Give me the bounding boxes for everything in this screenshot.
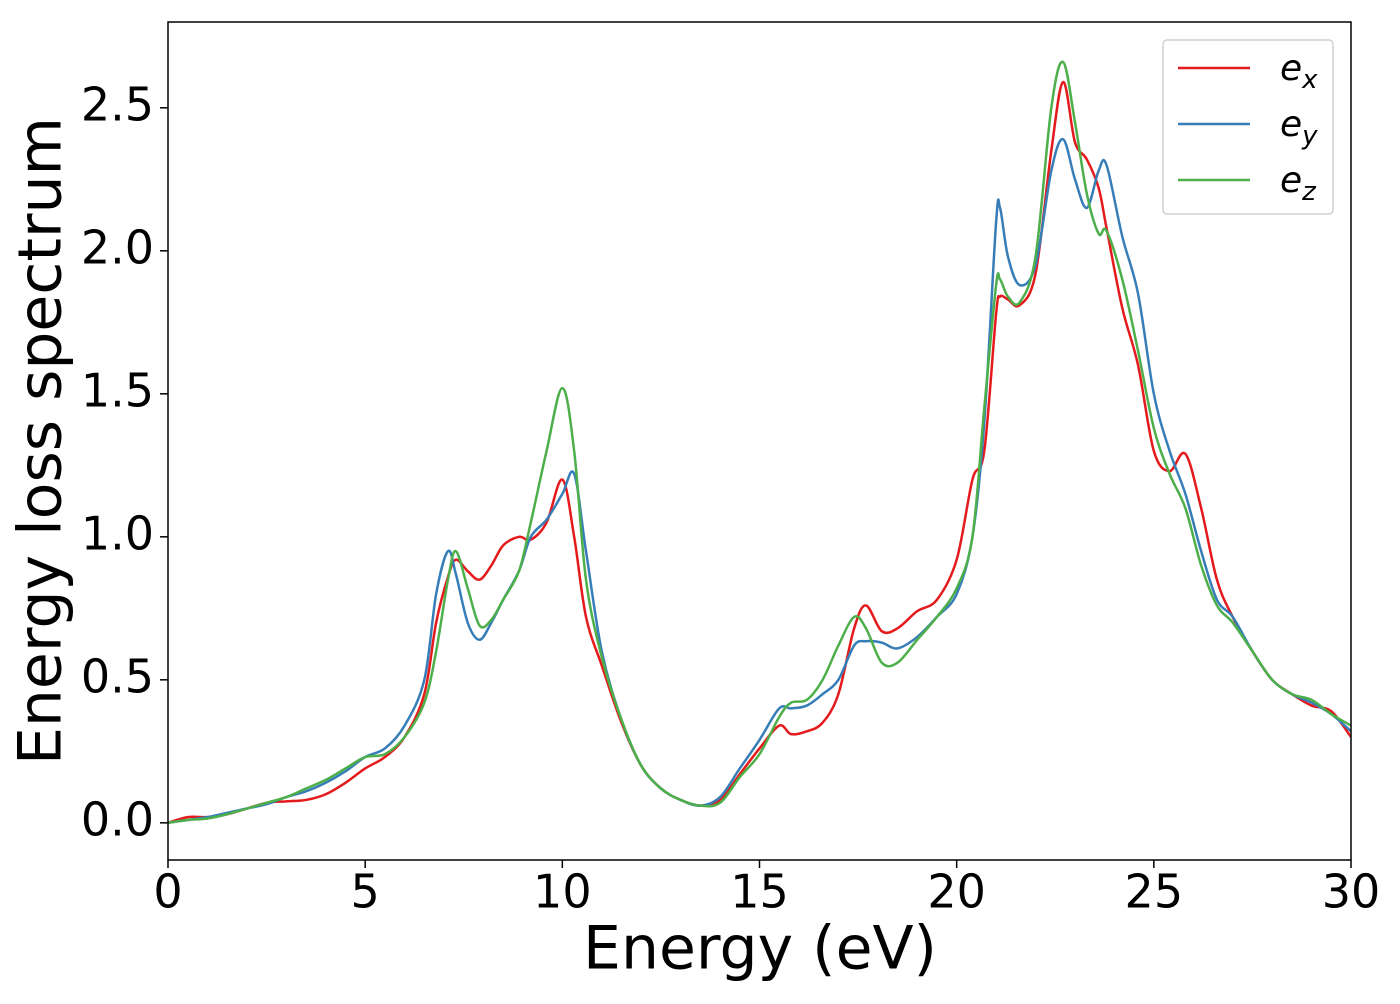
legend-label: ex xyxy=(1280,48,1318,95)
y-tick-label: 2.5 xyxy=(81,77,154,131)
legend-label: ey xyxy=(1280,104,1318,151)
series-line xyxy=(168,60,1351,825)
legend-box xyxy=(1162,39,1334,215)
y-tick-label: 0.5 xyxy=(81,649,154,703)
x-tick-label: 15 xyxy=(730,865,789,919)
x-axis-label: Energy (eV) xyxy=(583,914,937,984)
x-tick-label: 25 xyxy=(1125,865,1184,919)
y-tick-label: 1.5 xyxy=(81,363,154,417)
x-tick-label: 30 xyxy=(1322,865,1381,919)
x-tick-label: 0 xyxy=(153,865,182,919)
x-tick-label: 10 xyxy=(533,865,592,919)
y-tick-label: 2.0 xyxy=(81,220,154,274)
x-tick-label: 20 xyxy=(927,865,986,919)
series-line xyxy=(168,80,1351,825)
legend-label: ez xyxy=(1280,160,1317,207)
x-tick-label: 5 xyxy=(351,865,380,919)
y-axis-label: Energy loss spectrum xyxy=(6,117,76,765)
y-tick-label: 0.0 xyxy=(81,792,154,846)
series-line xyxy=(168,138,1351,825)
y-tick-label: 1.0 xyxy=(81,506,154,560)
plot-frame xyxy=(167,21,1352,861)
